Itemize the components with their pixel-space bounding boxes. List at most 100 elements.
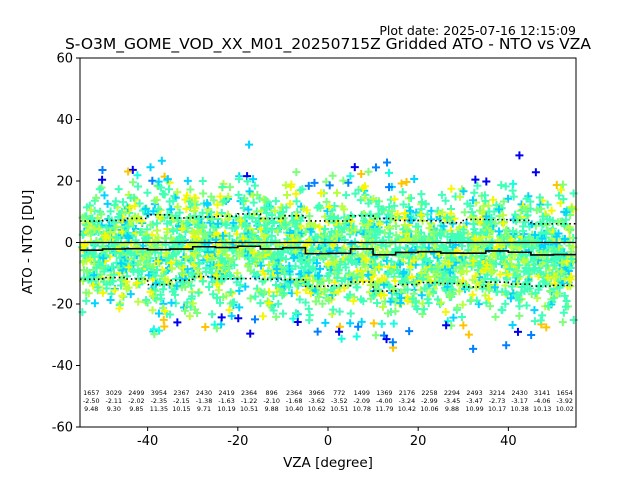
scatter-marker (239, 203, 248, 212)
scatter-marker (151, 279, 160, 288)
scatter-marker (262, 216, 271, 225)
scatter-marker (425, 224, 434, 233)
bin-mean-label: -2.99 (421, 397, 438, 405)
scatter-marker (293, 318, 302, 327)
scatter-marker (333, 188, 342, 197)
scatter-marker (88, 247, 97, 256)
scatter-marker (163, 175, 172, 184)
scatter-marker (275, 223, 284, 232)
bin-mean-label: -1.22 (241, 397, 258, 405)
scatter-marker (208, 310, 217, 319)
scatter-marker (389, 319, 398, 328)
scatter-marker (93, 274, 102, 283)
scatter-marker (521, 218, 530, 227)
bin-std-label: 10.17 (488, 405, 506, 413)
scatter-marker (374, 202, 383, 211)
bin-count-label: 2430 (196, 389, 212, 397)
scatter-marker (329, 305, 338, 314)
scatter-marker (396, 260, 405, 269)
scatter-marker (397, 179, 406, 188)
scatter-marker (213, 210, 222, 219)
scatter-marker (552, 232, 561, 241)
scatter-marker (301, 298, 310, 307)
scatter-marker (194, 268, 203, 277)
scatter-marker (247, 230, 256, 239)
scatter-marker (383, 262, 392, 271)
scatter-marker (541, 240, 550, 249)
bin-std-label: 10.51 (240, 405, 258, 413)
scatter-marker (529, 237, 538, 246)
scatter-marker (433, 236, 442, 245)
scatter-marker (357, 272, 366, 281)
scatter-marker (194, 288, 203, 297)
scatter-marker (258, 248, 267, 257)
scatter-marker (403, 292, 412, 301)
scatter-marker (385, 183, 394, 192)
scatter-marker (214, 219, 223, 228)
scatter-marker (417, 269, 426, 278)
scatter-marker (214, 261, 223, 270)
statistics-lines (80, 213, 576, 292)
bin-count-label: 1499 (354, 389, 370, 397)
scatter-marker (115, 304, 124, 313)
scatter-marker (460, 258, 469, 267)
scatter-marker (484, 294, 493, 303)
scatter-marker (460, 208, 469, 217)
scatter-marker (250, 315, 259, 324)
scatter-marker (543, 215, 552, 224)
scatter-marker (429, 228, 438, 237)
scatter-marker (178, 224, 187, 233)
scatter-marker (504, 194, 513, 203)
scatter-marker (471, 234, 480, 243)
scatter-marker (198, 208, 207, 217)
scatter-marker (369, 195, 378, 204)
scatter-marker (216, 192, 225, 201)
scatter-marker (155, 277, 164, 286)
scatter-marker (381, 242, 390, 251)
scatter-marker (92, 263, 101, 272)
bin-mean-label: -2.10 (263, 397, 280, 405)
scatter-marker (191, 249, 200, 258)
x-tick-label: 20 (410, 434, 427, 449)
scatter-marker (262, 208, 271, 217)
scatter-marker (317, 189, 326, 198)
scatter-marker (127, 249, 136, 258)
scatter-marker (512, 290, 521, 299)
scatter-marker (266, 273, 275, 282)
scatter-marker (489, 195, 498, 204)
scatter-marker (566, 275, 575, 284)
scatter-marker (320, 225, 329, 234)
scatter-marker (486, 302, 495, 311)
bin-count-label: 1654 (557, 389, 573, 397)
scatter-marker (90, 252, 99, 261)
scatter-marker (295, 295, 304, 304)
bin-count-label: 2367 (173, 389, 189, 397)
scatter-marker (335, 260, 344, 269)
scatter-marker (377, 319, 386, 328)
scatter-marker (370, 254, 379, 263)
scatter-marker (256, 299, 265, 308)
scatter-marker (544, 302, 553, 311)
bin-std-label: 9.88 (265, 405, 279, 413)
scatter-marker (249, 198, 258, 207)
scatter-marker (167, 298, 176, 307)
scatter-marker (522, 301, 531, 310)
scatter-marker (527, 331, 536, 340)
y-tick-label: 0 (65, 236, 73, 251)
scatter-marker (473, 181, 482, 190)
bin-count-label: 1369 (376, 389, 392, 397)
scatter-marker (328, 171, 337, 180)
bin-count-label: 2499 (128, 389, 144, 397)
scatter-marker (84, 222, 93, 231)
scatter-marker (366, 210, 375, 219)
scatter-marker (420, 284, 429, 293)
scatter-marker (485, 256, 494, 265)
scatter-marker (485, 207, 494, 216)
scatter-marker (556, 199, 565, 208)
scatter-marker (508, 320, 517, 329)
x-tick-label: -40 (137, 434, 158, 449)
scatter-marker (396, 237, 405, 246)
scatter-marker (529, 256, 538, 265)
scatter-marker (506, 255, 515, 264)
scatter-marker (513, 266, 522, 275)
